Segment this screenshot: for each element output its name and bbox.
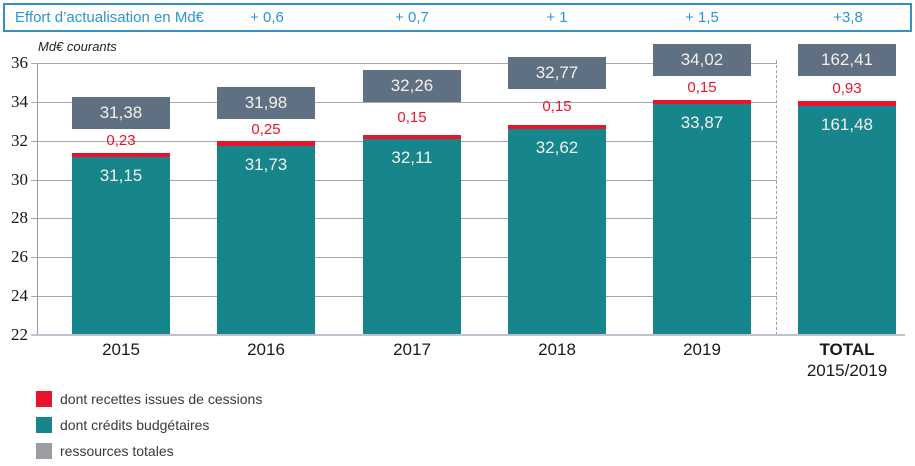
cessions-value-label-2015: 0,23 bbox=[106, 132, 136, 149]
ressources-value-label: 31,38 bbox=[99, 103, 143, 122]
cessions-segment-2017 bbox=[363, 135, 461, 139]
effort-value-2019: + 1,5 bbox=[685, 9, 719, 26]
credits-value-label: 32,62 bbox=[535, 138, 579, 157]
ressources-box-2017: 32,26 bbox=[363, 70, 461, 102]
x-axis-label-TOTAL 2015/2019: TOTAL 2015/2019 bbox=[777, 339, 915, 381]
y-tick-label: 36 bbox=[11, 53, 28, 72]
credits-value-label: 161,48 bbox=[821, 115, 873, 134]
effort-value-2016: + 0,6 bbox=[250, 9, 284, 26]
ressources-box-TOTAL 2015/2019: 162,41 bbox=[798, 44, 896, 76]
y-axis-line bbox=[37, 63, 38, 335]
cessions-segment-2018 bbox=[508, 125, 606, 129]
cessions-value-label-2016: 0,25 bbox=[251, 121, 281, 138]
ressources-value-label: 32,77 bbox=[535, 63, 579, 82]
cessions-value-label-TOTAL 2015/2019: 0,93 bbox=[832, 80, 862, 97]
cessions-value-label-2017: 0,15 bbox=[397, 109, 427, 126]
cessions-segment-2015 bbox=[72, 153, 170, 157]
effort-header-box: Effort d’actualisation en Md€ + 0,6 + 0,… bbox=[3, 3, 912, 32]
credits-bar-TOTAL 2015/2019: 161,48 bbox=[798, 106, 896, 336]
effort-header-label: Effort d’actualisation en Md€ bbox=[15, 9, 205, 26]
x-axis-label-line: 2016 bbox=[247, 340, 285, 359]
x-axis-label-line: 2017 bbox=[393, 340, 431, 359]
credits-bar-2017: 32,11 bbox=[363, 139, 461, 336]
credits-value-label: 31,15 bbox=[99, 166, 143, 185]
effort-value-total: +3,8 bbox=[833, 9, 863, 26]
cessions-segment-TOTAL 2015/2019 bbox=[798, 101, 896, 106]
x-axis-label-2018: 2018 bbox=[487, 339, 627, 360]
credits-value-label: 33,87 bbox=[680, 113, 724, 132]
credits-value-label: 32,11 bbox=[391, 148, 433, 167]
cessions-value-label-2018: 0,15 bbox=[542, 98, 572, 115]
legend-swatch-teal bbox=[36, 417, 52, 433]
x-axis-label-line: 2019 bbox=[683, 340, 721, 359]
cessions-segment-2019 bbox=[653, 100, 751, 104]
y-tick-label: 28 bbox=[11, 208, 28, 227]
credits-bar-2015: 31,15 bbox=[72, 157, 170, 336]
total-separator-dashed-line bbox=[776, 60, 777, 335]
effort-value-2017: + 0,7 bbox=[395, 9, 429, 26]
ressources-box-2015: 31,38 bbox=[72, 97, 170, 129]
ressources-value-label: 34,02 bbox=[680, 50, 724, 69]
legend-label: dont crédits budgétaires bbox=[60, 417, 210, 433]
ressources-value-label: 162,41 bbox=[821, 50, 873, 69]
axis-unit-note: Md€ courants bbox=[38, 39, 117, 54]
effort-value-2018: + 1 bbox=[546, 9, 568, 26]
x-axis-label-2016: 2016 bbox=[196, 339, 336, 360]
credits-value-label: 31,73 bbox=[244, 155, 288, 174]
ressources-value-label: 31,98 bbox=[244, 93, 288, 112]
x-axis-label-line: 2018 bbox=[538, 340, 576, 359]
x-axis-label-2017: 2017 bbox=[342, 339, 482, 360]
x-axis-label-line: TOTAL bbox=[819, 340, 875, 359]
x-axis-label-line: 2015/2019 bbox=[806, 361, 888, 380]
ressources-box-2016: 31,98 bbox=[217, 87, 315, 119]
cessions-value-label-2019: 0,15 bbox=[687, 79, 717, 96]
legend-label: dont recettes issues de cessions bbox=[60, 391, 263, 407]
y-tick-label: 24 bbox=[11, 286, 28, 305]
ressources-box-2019: 34,02 bbox=[653, 44, 751, 76]
y-tick-label: 26 bbox=[11, 247, 28, 266]
ressources-value-label: 32,26 bbox=[390, 76, 434, 95]
legend-swatch-red bbox=[36, 391, 52, 407]
y-tick-label: 34 bbox=[11, 92, 28, 111]
y-tick-label: 32 bbox=[11, 131, 28, 150]
legend-swatch-gray bbox=[36, 443, 52, 459]
legend-label: ressources totales bbox=[60, 443, 174, 459]
x-axis-baseline bbox=[31, 334, 905, 336]
credits-bar-2016: 31,73 bbox=[217, 146, 315, 336]
credits-bar-2019: 33,87 bbox=[653, 104, 751, 336]
cessions-segment-2016 bbox=[217, 141, 315, 146]
y-tick-label: 30 bbox=[11, 170, 28, 189]
credits-bar-2018: 32,62 bbox=[508, 129, 606, 336]
x-axis-label-line: 2015 bbox=[102, 340, 140, 359]
x-axis-label-2019: 2019 bbox=[632, 339, 772, 360]
ressources-box-2018: 32,77 bbox=[508, 57, 606, 89]
gridline-36 bbox=[31, 63, 777, 64]
gridline-34 bbox=[31, 102, 777, 103]
x-axis-label-2015: 2015 bbox=[51, 339, 191, 360]
y-tick-label: 22 bbox=[11, 325, 28, 344]
